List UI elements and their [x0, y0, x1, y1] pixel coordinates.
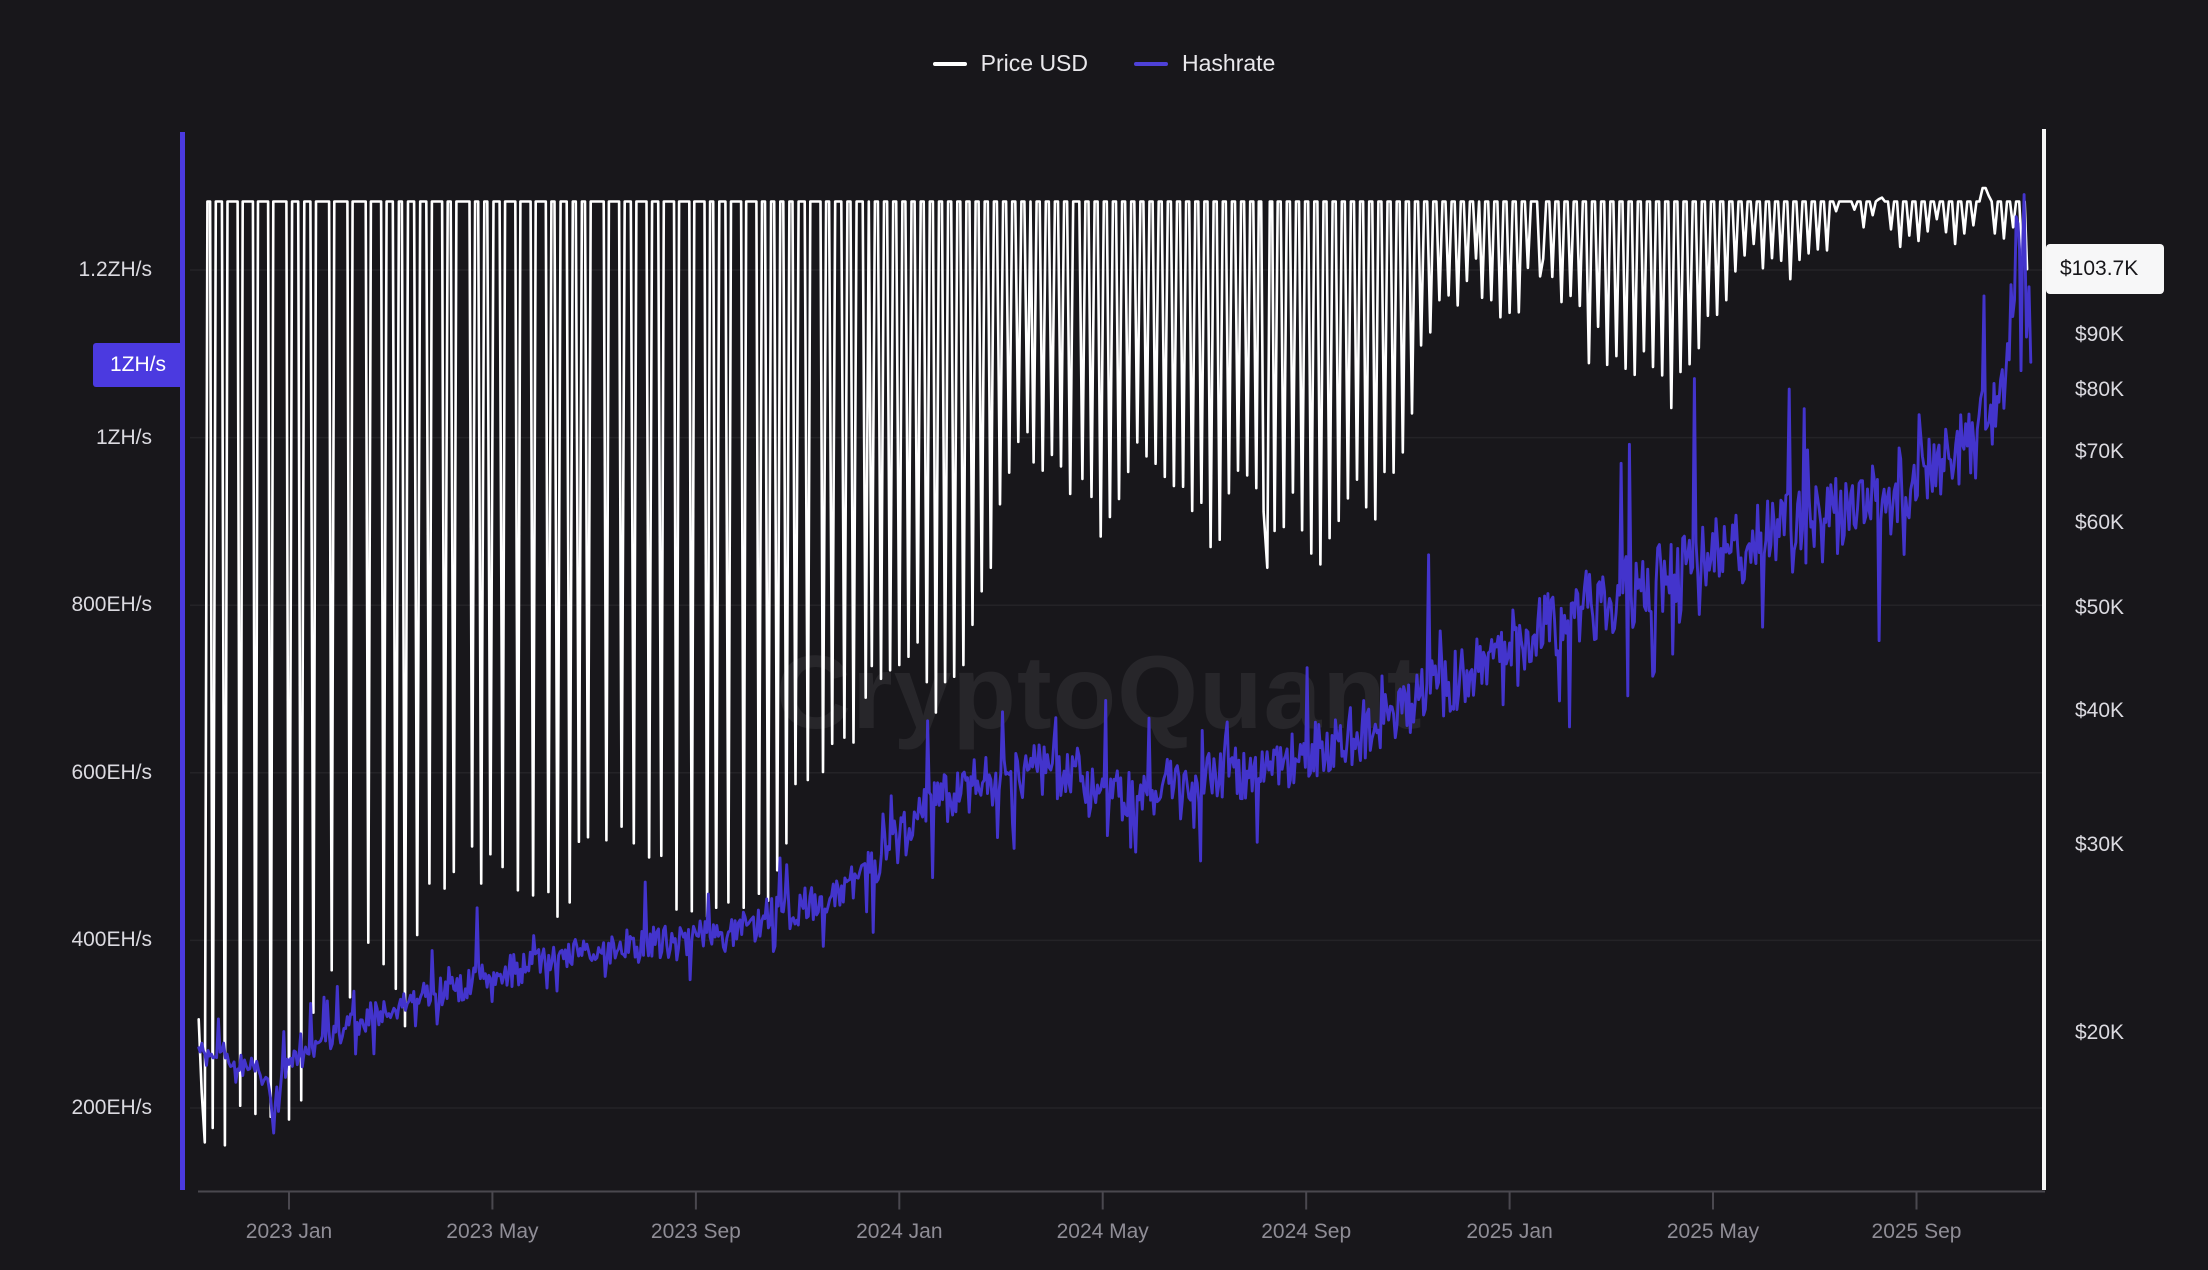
hashrate-line	[197, 193, 2033, 1135]
hashrate-axis-tick-label: 1.2ZH/s	[78, 258, 152, 281]
time-axis-tick-label: 2025 Jan	[1466, 1220, 1553, 1243]
hashrate-current-value-badge: 1ZH/s	[93, 342, 183, 387]
legend-label-price-usd: Price USD	[980, 50, 1089, 76]
hashrate-line-swatch-icon	[1134, 61, 1169, 66]
time-axis-tick-label: 2024 May	[1056, 1220, 1149, 1243]
price-axis-tick-label: $30K	[2075, 832, 2125, 856]
price-current-value: $103.7K	[2060, 257, 2139, 281]
left-axis-line	[180, 132, 185, 1190]
hashrate-current-value: 1ZH/s	[109, 352, 166, 376]
time-axis-tick-label: 2024 Jan	[856, 1220, 943, 1243]
legend-item-hashrate[interactable]: Hashrate	[1134, 50, 1275, 77]
price-line-swatch-icon	[932, 61, 967, 66]
legend-label-hashrate: Hashrate	[1182, 50, 1276, 76]
x-axis-baseline	[198, 1190, 2045, 1210]
price-axis-tick-label: $90K	[2075, 322, 2125, 346]
hashrate-axis-tick-label: 400EH/s	[71, 928, 152, 952]
price-usd-line	[197, 186, 2029, 1147]
price-axis-tick-label: $20K	[2075, 1021, 2125, 1044]
time-axis-tick-label: 2024 Sep	[1261, 1220, 1352, 1243]
hashrate-axis-tick-label: 800EH/s	[71, 593, 152, 617]
hashrate-axis-tick-label: 1ZH/s	[95, 425, 152, 449]
chart-legend: Price USD Hashrate	[0, 50, 2208, 77]
time-axis-tick-label: 2023 May	[446, 1220, 539, 1243]
legend-item-price-usd[interactable]: Price USD	[932, 50, 1089, 77]
price-axis-tick-label: $50K	[2075, 595, 2125, 619]
time-axis-tick-label: 2025 Sep	[1871, 1220, 1962, 1243]
price-current-value-badge: $103.7K	[2046, 244, 2164, 295]
price-axis-tick-label: $70K	[2075, 439, 2125, 463]
price-axis-tick-label: $60K	[2075, 511, 2125, 535]
time-axis-tick-label: 2025 May	[1666, 1220, 1760, 1243]
price-axis-tick-label: $80K	[2075, 377, 2125, 401]
hashrate-axis: 1.2ZH/s 1ZH/s 800EH/s 600EH/s 400EH/s 200EH/s	[0, 0, 152, 1270]
time-axis-tick-label: 2023 Jan	[245, 1220, 333, 1243]
right-axis-line	[2042, 129, 2046, 1190]
hashrate-axis-tick-label: 200EH/s	[71, 1096, 152, 1119]
time-axis-tick-label: 2023 Sep	[650, 1220, 741, 1243]
price-axis-tick-label: $40K	[2075, 699, 2125, 723]
hashrate-axis-tick-label: 600EH/s	[71, 760, 152, 784]
